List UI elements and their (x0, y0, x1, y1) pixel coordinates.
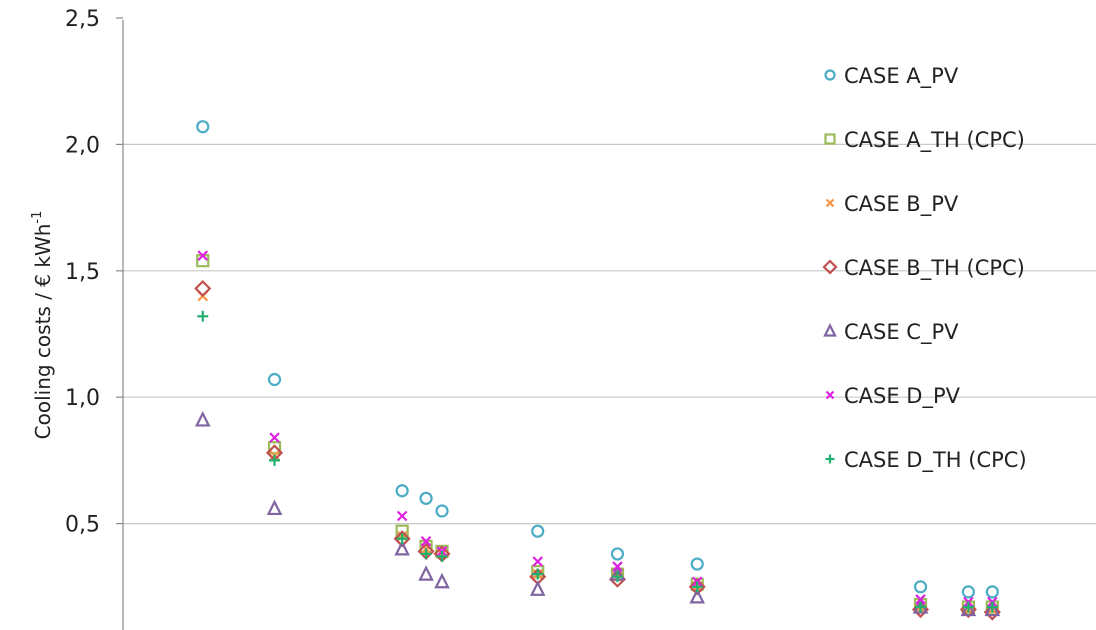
data-point (984, 600, 1001, 617)
y-axis-label-text: Cooling costs / € kWh (31, 224, 55, 440)
data-point (532, 556, 543, 567)
legend-item: CASE A_PV (824, 64, 959, 89)
legend-label: CASE B_TH (CPC) (844, 256, 1025, 281)
legend-item: CASE D_PV (825, 384, 961, 409)
data-point (612, 561, 623, 572)
legend-item: CASE D_TH (CPC) (825, 448, 1027, 473)
data-point (915, 601, 927, 613)
data-point (961, 585, 975, 599)
data-point (194, 279, 212, 298)
data-point (611, 571, 623, 583)
data-point (824, 69, 836, 81)
data-point (435, 504, 449, 518)
data-point (822, 259, 838, 275)
legend: CASE A_PV CASE A_TH (CPC) CASE B_PV CASE B_… (822, 64, 1027, 473)
data-point (825, 454, 835, 464)
data-point (825, 390, 835, 400)
data-point (824, 133, 836, 145)
data-point (688, 578, 706, 596)
data-point (913, 580, 928, 594)
data-point (823, 323, 837, 337)
gridlines (123, 143, 1096, 525)
data-point (267, 441, 282, 455)
data-point (269, 432, 280, 443)
legend-label: CASE C_PV (844, 320, 959, 345)
data-point (690, 557, 704, 571)
data-point (420, 536, 432, 547)
data-point (419, 491, 433, 505)
data-point (960, 600, 977, 617)
data-points (194, 120, 1001, 621)
data-point (194, 410, 211, 427)
data-point (394, 539, 410, 556)
y-tick-label: 1,5 (65, 260, 100, 285)
legend-label: CASE A_PV (844, 64, 959, 89)
y-axis-label: Cooling costs / € kWh-1 (30, 211, 55, 440)
data-point (269, 454, 281, 466)
y-tick-label: 2,0 (65, 133, 100, 158)
data-point (396, 533, 408, 545)
data-point (825, 198, 835, 208)
legend-label: CASE B_PV (844, 192, 959, 217)
y-tick-label: 2,5 (65, 7, 100, 32)
data-point (266, 499, 283, 516)
data-point (610, 547, 625, 561)
data-point (197, 310, 209, 322)
legend-label: CASE D_TH (CPC) (844, 448, 1027, 473)
data-point (434, 572, 450, 589)
data-point (418, 565, 434, 581)
legend-label: CASE A_TH (CPC) (844, 128, 1025, 153)
data-point (985, 585, 999, 599)
data-point (529, 580, 546, 596)
legend-item: CASE C_PV (823, 320, 959, 345)
data-point (396, 510, 408, 522)
data-point (962, 601, 974, 613)
data-point (420, 548, 432, 560)
legend-item: CASE B_TH (CPC) (822, 256, 1025, 281)
data-point (983, 603, 1001, 621)
y-tick-label: 0,5 (65, 513, 100, 538)
data-point (532, 568, 544, 580)
legend-item: CASE B_PV (825, 192, 959, 217)
data-point (267, 372, 282, 387)
y-tick-label: 1,0 (65, 386, 100, 411)
data-point (915, 594, 926, 605)
data-point (691, 581, 703, 593)
data-point (689, 587, 706, 604)
legend-item: CASE A_TH (CPC) (824, 128, 1025, 153)
data-point (436, 550, 448, 562)
y-axis-label-superscript: -1 (30, 211, 45, 224)
data-point (393, 530, 411, 548)
data-point (196, 120, 210, 134)
y-tick-labels: 2,5 2,0 1,5 1,0 0,5 (65, 7, 123, 538)
legend-label: CASE D_PV (844, 384, 961, 409)
data-point (986, 601, 998, 613)
data-point (531, 524, 545, 538)
data-point (395, 484, 409, 498)
data-point (197, 250, 209, 261)
